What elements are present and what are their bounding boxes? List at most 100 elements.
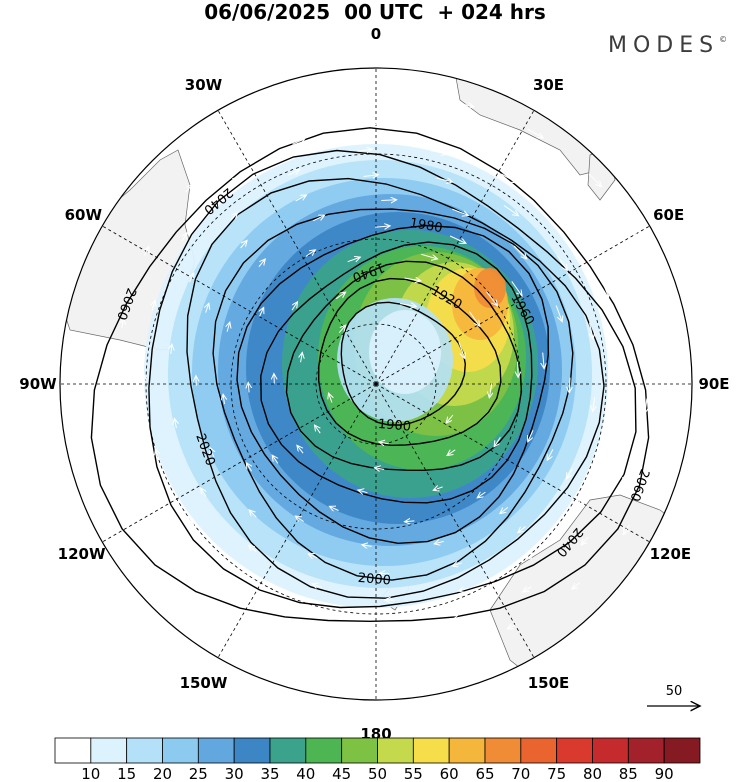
wind-vector — [169, 535, 176, 544]
wind-vector — [477, 492, 486, 498]
wind-vector — [673, 379, 674, 395]
brand-text: MODES — [608, 33, 720, 58]
wind-vector — [246, 463, 251, 472]
wind-vector — [362, 545, 372, 547]
meridian-line-1 — [375, 110, 535, 385]
wind-vector — [363, 175, 379, 177]
meridian-line-2 — [375, 225, 650, 385]
wind-vector — [645, 398, 647, 413]
colorbar-label-60: 60 — [440, 765, 459, 782]
meridian-line-5 — [375, 383, 535, 658]
wind-vector — [588, 173, 602, 187]
longitude-label-0: 0 — [371, 25, 381, 43]
colorbar-label-55: 55 — [404, 765, 423, 782]
wind-vector — [134, 468, 138, 478]
wind-vector — [528, 430, 534, 442]
wind-vector — [206, 303, 209, 313]
reference-vector: 50 — [647, 684, 700, 706]
brand-logo: MODES© — [608, 33, 727, 58]
colorbar-swatch-2 — [126, 737, 163, 764]
wind-vector — [547, 449, 554, 460]
colorbar-swatch-4 — [197, 737, 235, 764]
wind-vector — [523, 587, 532, 592]
wind-vector — [374, 226, 390, 227]
wind-vector — [286, 629, 296, 633]
longitude-label-60E: 60E — [653, 206, 684, 224]
wind-vector — [543, 352, 544, 369]
wind-vector — [240, 240, 248, 249]
wind-vector — [566, 468, 573, 479]
wind-vector — [489, 383, 492, 398]
wind-vector — [308, 554, 318, 558]
wind-vector — [258, 259, 265, 268]
wind-vector — [185, 185, 193, 193]
wind-vector — [305, 250, 315, 257]
wind-vector — [500, 507, 509, 513]
wind-vector — [434, 541, 444, 543]
wind-vector — [593, 396, 595, 412]
wind-vector — [433, 487, 443, 490]
wind-vector — [240, 572, 248, 578]
wind-vector — [623, 524, 630, 534]
meridian-line-4 — [375, 383, 650, 543]
wind-vector — [188, 517, 195, 526]
wind-vector — [210, 448, 214, 458]
meridian-line-10 — [102, 225, 377, 385]
colorbar-label-70: 70 — [511, 765, 530, 782]
wind-vector — [230, 213, 238, 221]
wind-vector — [569, 377, 570, 393]
wind-vector — [404, 521, 415, 522]
colorbar-swatch-6 — [269, 737, 307, 764]
wind-vector — [404, 278, 421, 281]
wind-vector — [452, 208, 468, 215]
wind-vector — [658, 455, 663, 468]
colorbar-swatch-9 — [377, 737, 414, 764]
wind-vector — [329, 393, 332, 403]
wind-vector — [144, 247, 149, 256]
meridian-line-8 — [102, 383, 377, 543]
colorbar-swatch-1 — [90, 737, 128, 764]
wind-vector — [469, 311, 480, 327]
wind-vector — [305, 609, 315, 613]
wind-vector — [312, 584, 322, 588]
wind-vector — [508, 148, 525, 158]
wind-vector — [338, 325, 346, 334]
colorbar-swatch-10 — [412, 737, 450, 764]
wind-vector — [579, 497, 586, 507]
height-contours — [90, 127, 650, 623]
wind-vector — [616, 251, 625, 268]
longitude-label-120W: 120W — [58, 545, 106, 563]
wind-vector — [400, 304, 416, 307]
wind-vector — [612, 428, 616, 442]
copyright-mark: © — [719, 35, 728, 44]
colorbar-swatch-7 — [305, 737, 343, 764]
colorbar-label-30: 30 — [225, 765, 244, 782]
wind-vector — [295, 195, 307, 202]
colorbar-label-45: 45 — [332, 765, 351, 782]
wind-vector — [241, 136, 252, 144]
wind-vector — [292, 139, 305, 145]
wind-vector — [438, 125, 454, 128]
wind-vector — [374, 468, 385, 470]
wind-vector — [381, 200, 396, 201]
wind-vector — [527, 128, 543, 138]
colorbar-label-80: 80 — [583, 765, 602, 782]
wind-vector — [379, 573, 390, 574]
wind-vector — [518, 361, 519, 378]
wind-vector — [494, 437, 501, 447]
wind-vector — [431, 151, 447, 154]
colorbar-label-15: 15 — [117, 765, 136, 782]
colorbar-label-90: 90 — [655, 765, 674, 782]
wind-vector — [434, 648, 445, 650]
wind-vector — [119, 394, 120, 404]
colorbar-label-85: 85 — [619, 765, 638, 782]
colorbar-swatch-5 — [233, 737, 271, 764]
contour-line-1940 — [285, 260, 523, 472]
wind-vector — [623, 472, 629, 484]
contour-line-2060 — [90, 127, 650, 623]
contour-line-1960 — [260, 241, 533, 504]
wind-vector — [335, 292, 346, 300]
wind-vector — [301, 352, 303, 363]
wind-vector — [227, 322, 230, 332]
